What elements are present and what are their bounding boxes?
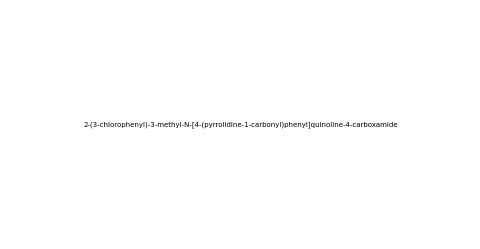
Text: 2-(3-chlorophenyl)-3-methyl-N-[4-(pyrrolidine-1-carbonyl)phenyl]quinoline-4-carb: 2-(3-chlorophenyl)-3-methyl-N-[4-(pyrrol…	[83, 121, 397, 128]
